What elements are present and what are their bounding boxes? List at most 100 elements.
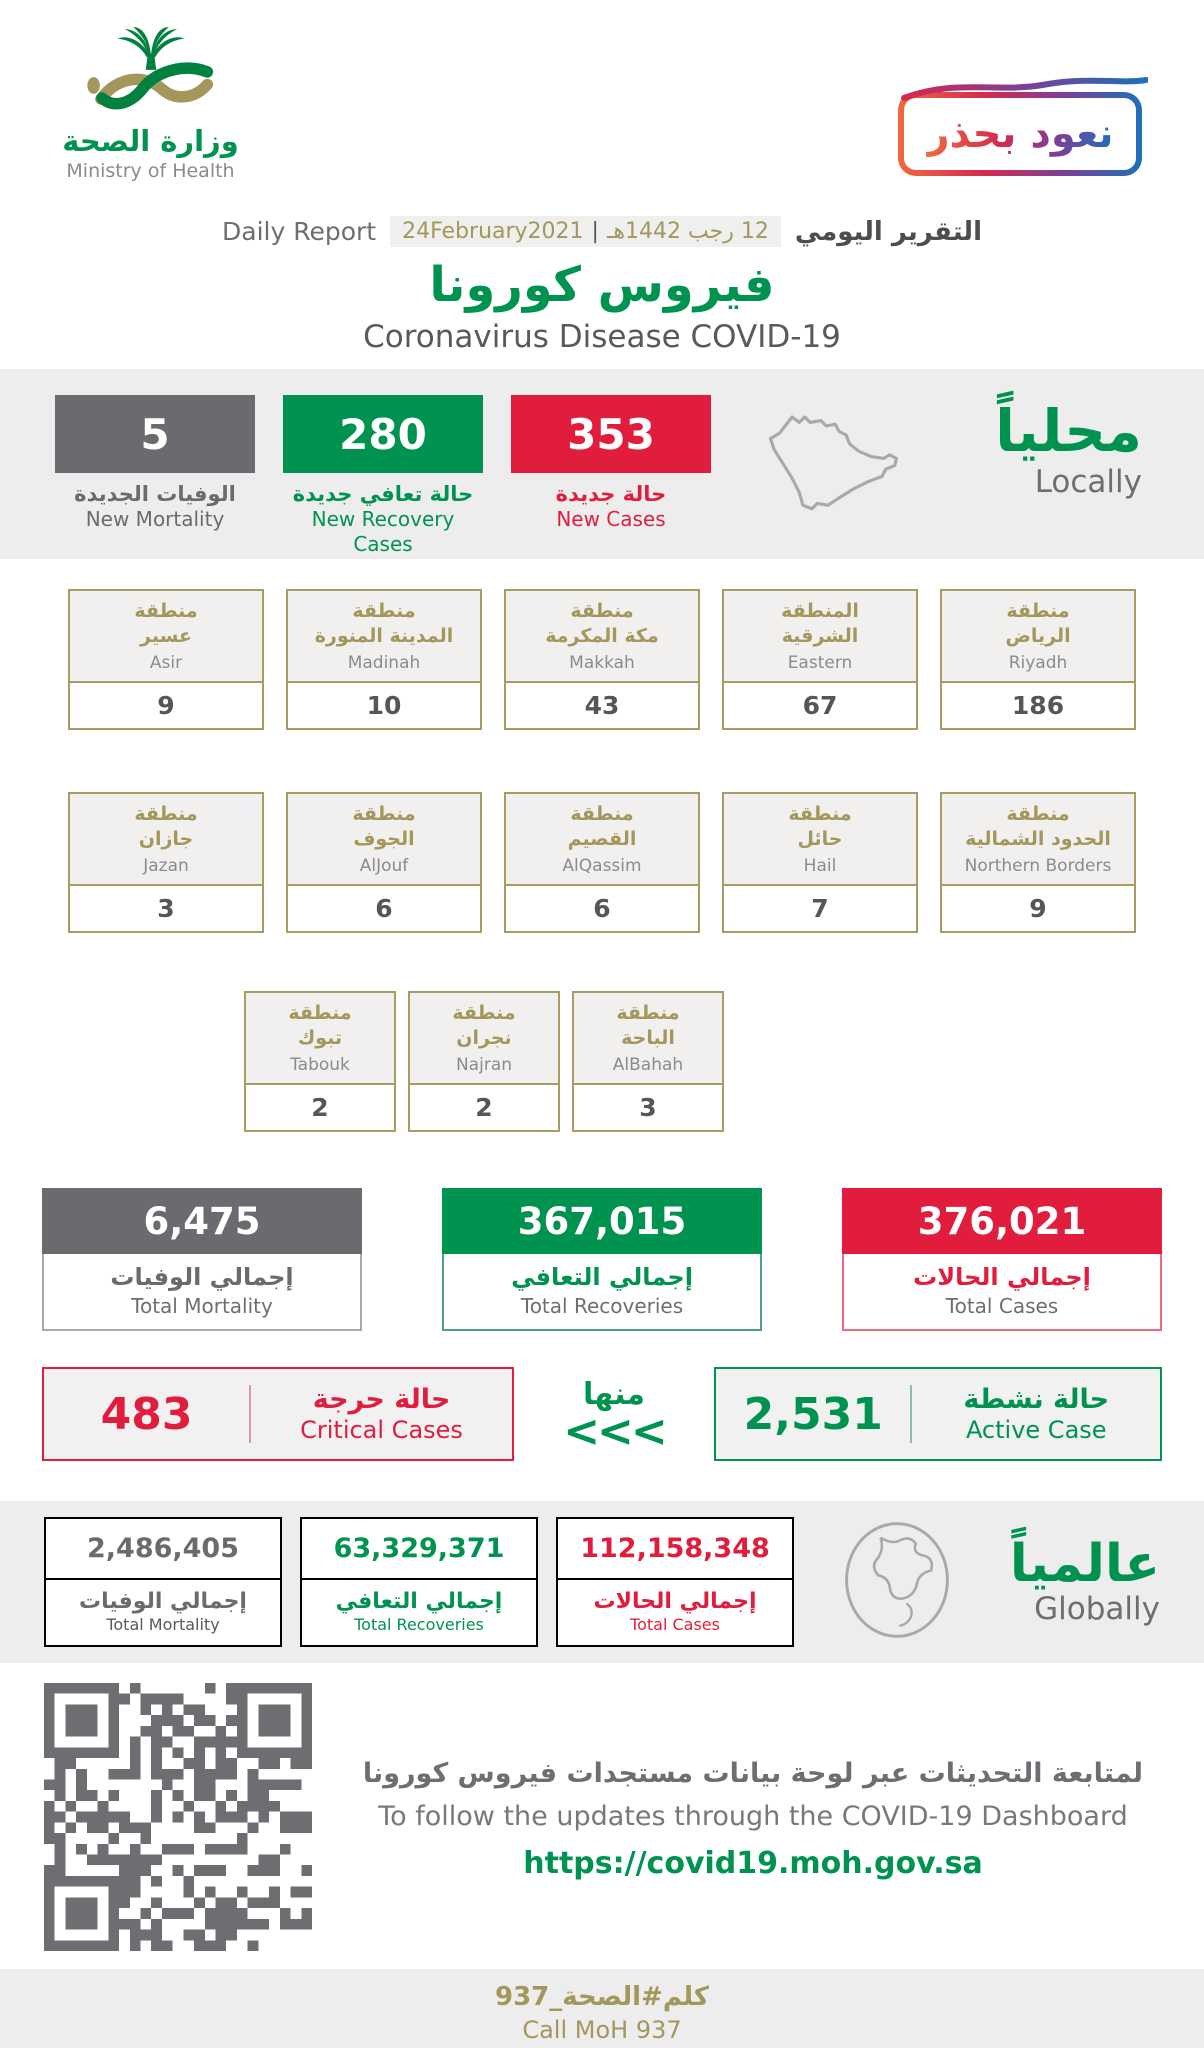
total-cases-label-ar: إجمالي الحالات [913, 1263, 1091, 1291]
region-name-en: Makkah [569, 652, 635, 673]
total-mortality-label-en: Total Mortality [131, 1294, 273, 1319]
global-mortality-card: 2,486,405 إجمالي الوفيات Total Mortality [44, 1516, 282, 1648]
global-cases-card: 112,158,348 إجمالي الحالات Total Cases [556, 1516, 794, 1648]
locally-heading-ar: محلياً [995, 397, 1142, 465]
global-mortality-label-ar: إجمالي الوفيات [79, 1588, 247, 1614]
globe-icon [838, 1519, 956, 1645]
new-mortality-label-ar: الوفيات الجديدة [74, 482, 236, 506]
divider [249, 1385, 252, 1444]
of-which-indicator: منها <<< [514, 1376, 714, 1453]
global-cases-value: 112,158,348 [580, 1532, 770, 1564]
of-which-label-ar: منها [583, 1376, 645, 1412]
daily-report-label-en: Daily Report [222, 217, 377, 246]
critical-cases-label-ar: حالة حرجة [312, 1383, 451, 1415]
new-mortality-value: 5 [140, 409, 170, 459]
global-recoveries-label-en: Total Recoveries [354, 1615, 484, 1635]
region-name-en: Asir [149, 652, 183, 673]
daily-report-label-ar: التقرير اليومي [794, 216, 982, 247]
region-name-en: AlJouf [359, 855, 409, 876]
moh-logo: وزارة الصحة Ministry of Health [58, 26, 243, 182]
active-cases-label-en: Active Case [965, 1415, 1107, 1444]
saudi-map-icon [745, 399, 940, 538]
locally-heading-en: Locally [1034, 463, 1142, 500]
new-cases-label-en: New Cases [556, 507, 666, 532]
dashboard-url-link[interactable]: https://covid19.moh.gov.sa [523, 1845, 983, 1881]
region-card-aljouf: منطقة الجوف AlJouf 6 [286, 792, 482, 933]
date-gregorian: 24February2021 [402, 219, 584, 244]
region-value: 6 [375, 894, 393, 923]
badge-swoosh-icon [901, 77, 1148, 101]
globally-section: 2,486,405 إجمالي الوفيات Total Mortality… [0, 1501, 1204, 1664]
total-cases-card: 376,021 إجمالي الحالات Total Cases [842, 1188, 1162, 1332]
region-name-en: Tabouk [290, 1054, 350, 1075]
qr-code [44, 1683, 312, 1955]
region-card-riyadh: منطقة الرياض Riyadh 186 [940, 589, 1136, 730]
region-name-en: AlQassim [562, 855, 642, 876]
region-card-asir: منطقة عسير Asir 9 [68, 589, 264, 730]
region-row-2: منطقة جازان Jazan 3 منطقة الجوف AlJouf 6 منط… [0, 792, 1204, 933]
return-with-caution-badge: نعود بحذر [898, 77, 1148, 176]
dashboard-text-ar: لمتابعة التحديثات عبر لوحة بيانات مستجدا… [362, 1757, 1144, 1789]
region-value: 3 [639, 1093, 657, 1122]
header: وزارة الصحة Ministry of Health نعود بحذر [0, 0, 1204, 198]
region-name-en: Riyadh [1008, 652, 1068, 673]
globally-heading-ar: عالمياً [1009, 1533, 1160, 1594]
moh-logo-mark-icon [58, 26, 243, 122]
critical-cases-box: 483 حالة حرجة Critical Cases [42, 1367, 514, 1462]
new-mortality-label-en: New Mortality [85, 507, 225, 532]
active-cases-box: 2,531 حالة نشطة Active Case [714, 1367, 1162, 1462]
region-value: 2 [311, 1093, 329, 1122]
logo-title-arabic: وزارة الصحة [62, 124, 239, 158]
new-recovery-label-en: New Recovery Cases [311, 507, 455, 557]
total-mortality-card: 6,475 إجمالي الوفيات Total Mortality [42, 1188, 362, 1332]
call-moh-en: Call MoH 937 [522, 2016, 682, 2045]
region-card-makkah: منطقة مكة المكرمة Makkah 43 [504, 589, 700, 730]
region-card-madinah: منطقة المدينة المنورة Madinah 10 [286, 589, 482, 730]
global-recoveries-label-ar: إجمالي التعافي [335, 1588, 503, 1614]
region-card-hail: منطقة حائل Hail 7 [722, 792, 918, 933]
call-moh-ar: كلم#الصحة_937 [495, 1982, 709, 2013]
locally-section: 5 الوفيات الجديدة New Mortality 280 حالة… [0, 369, 1204, 559]
total-recoveries-label-ar: إجمالي التعافي [511, 1263, 693, 1291]
region-value: 10 [366, 691, 402, 720]
totals-section: 6,475 إجمالي الوفيات Total Mortality 367… [0, 1188, 1204, 1332]
region-name-en: Northern Borders [964, 855, 1112, 876]
total-recoveries-label-en: Total Recoveries [520, 1294, 684, 1319]
page-title-english: Coronavirus Disease COVID-19 [363, 319, 841, 355]
total-recoveries-card: 367,015 إجمالي التعافي Total Recoveries [442, 1188, 762, 1332]
date-chip: 24February2021 | 12 رجب 1442هـ [390, 216, 781, 247]
region-card-albahah: منطقة الباحة AlBahah 3 [572, 991, 724, 1132]
logo-title-english: Ministry of Health [66, 160, 235, 182]
region-value: 43 [584, 691, 620, 720]
region-card-tabouk: منطقة تبوك Tabouk 2 [244, 991, 396, 1132]
dashboard-section: لمتابعة التحديثات عبر لوحة بيانات مستجدا… [0, 1683, 1204, 1955]
global-recoveries-value: 63,329,371 [333, 1532, 505, 1564]
total-cases-label-en: Total Cases [945, 1294, 1059, 1319]
region-card-northern-borders: منطقة الحدود الشمالية Northern Borders 9 [940, 792, 1136, 933]
region-value: 9 [1029, 894, 1047, 923]
global-recoveries-card: 63,329,371 إجمالي التعافي Total Recoveri… [300, 1516, 538, 1648]
region-name-en: Jazan [143, 855, 189, 876]
new-recovery-label-ar: حالة تعافي جديدة [292, 482, 474, 506]
region-card-alqassim: منطقة القصيم AlQassim 6 [504, 792, 700, 933]
new-recovery-value: 280 [339, 409, 427, 459]
globally-heading: عالمياً Globally [1010, 1537, 1160, 1628]
region-value: 9 [157, 691, 175, 720]
date-separator: | [591, 219, 599, 244]
new-cases-stat: 353 حالة جديدة New Cases [511, 395, 711, 532]
new-recovery-stat: 280 حالة تعافي جديدة New Recovery Cases [283, 395, 483, 557]
region-name-en: AlBahah [612, 1054, 684, 1075]
new-cases-label-ar: حالة جديدة [555, 482, 667, 506]
global-mortality-label-en: Total Mortality [106, 1615, 220, 1635]
globally-heading-en: Globally [1034, 1591, 1160, 1628]
critical-cases-value: 483 [100, 1388, 193, 1440]
region-card-jazan: منطقة جازان Jazan 3 [68, 792, 264, 933]
region-name-en: Najran [455, 1054, 513, 1075]
new-mortality-box: 5 [55, 395, 255, 473]
region-value: 67 [802, 691, 838, 720]
region-row-3: منطقة تبوك Tabouk 2 منطقة نجران Najran 2 منط… [0, 991, 1086, 1132]
region-row-1: منطقة عسير Asir 9 منطقة المدينة المنورة Madi… [0, 589, 1204, 730]
active-cases-label-ar: حالة نشطة [963, 1383, 1110, 1415]
new-recovery-box: 280 [283, 395, 483, 473]
